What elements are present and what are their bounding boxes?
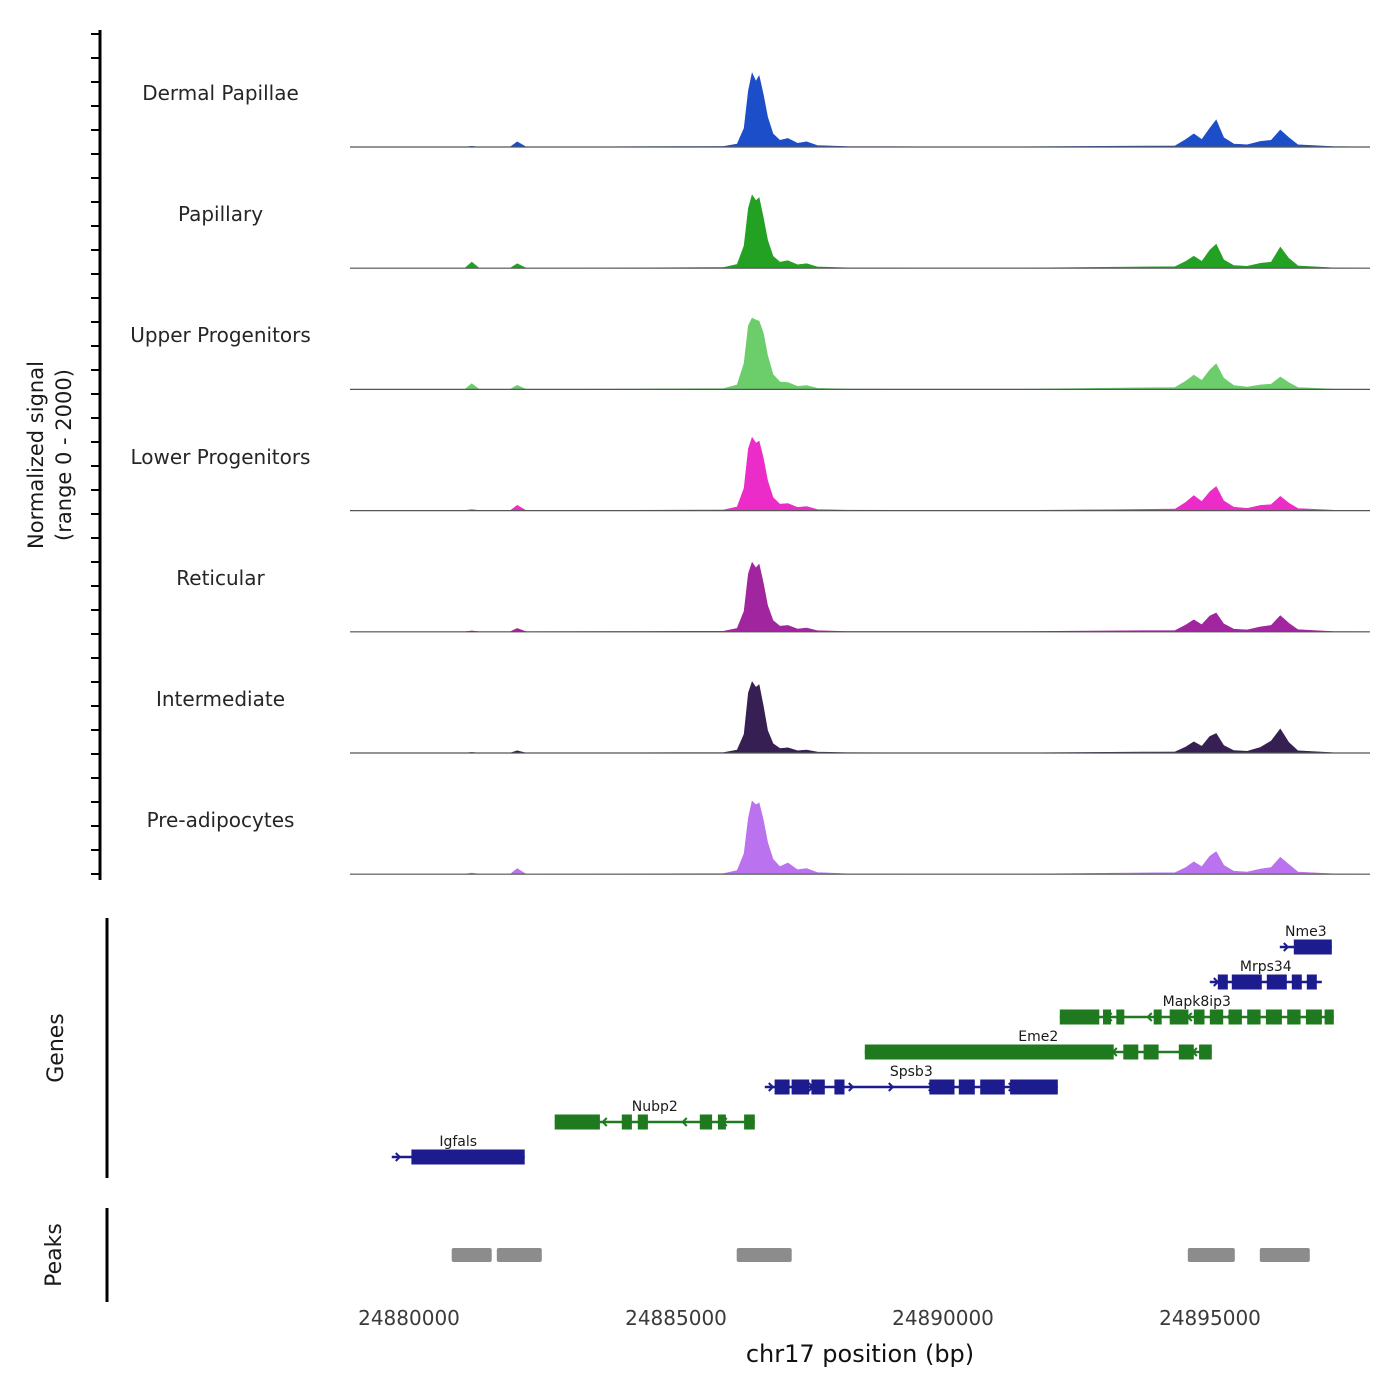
gene-label-Igfals: Igfals: [439, 1134, 477, 1150]
exon-rect-Spsb3: [929, 1079, 955, 1095]
exon-rect-Mapk8ip3: [1209, 1009, 1224, 1025]
gene-label-Eme2: Eme2: [1018, 1029, 1058, 1045]
x-tick-label-24895000: 24895000: [1159, 1306, 1261, 1330]
exon-rect-Mrps34: [1231, 974, 1262, 990]
strand-arrow-icon: [395, 1152, 402, 1162]
exon-rect-Mapk8ip3: [1059, 1009, 1100, 1025]
exon-rect-Mapk8ip3: [1103, 1009, 1111, 1025]
peak-rect-4: [1259, 1248, 1310, 1262]
exon-rect-Eme2: [864, 1044, 1114, 1060]
exon-rect-Mapk8ip3: [1305, 1009, 1322, 1025]
exon-rect-Nme3: [1293, 939, 1332, 955]
exon-rect-Mapk8ip3: [1153, 1009, 1162, 1025]
exon-rect-Spsb3: [1010, 1079, 1058, 1095]
strand-arrow-icon: [848, 1082, 855, 1092]
signal-area-3: [350, 436, 1371, 511]
strand-arrow-icon: [601, 1117, 608, 1127]
exon-rect-Nubp2: [554, 1114, 600, 1130]
strand-arrow-icon: [1146, 1012, 1153, 1022]
track-label-intermediate: Intermediate: [155, 687, 286, 711]
gene-label-Mrps34: Mrps34: [1240, 959, 1292, 975]
track-label-dermal-papillae: Dermal Papillae: [142, 81, 299, 105]
genes-section-label: Genes: [44, 1013, 69, 1083]
exon-rect-Nubp2: [699, 1114, 713, 1130]
track-label-lower-progenitors: Lower Progenitors: [130, 445, 311, 469]
y-axis-label: Normalized signal (range 0 - 2000): [22, 5, 82, 905]
track-label-reticular: Reticular: [176, 566, 265, 590]
y-axis-label-line1: Normalized signal: [24, 361, 48, 549]
y-axis-label-line2: (range 0 - 2000): [52, 369, 77, 541]
signal-area-2: [350, 317, 1371, 390]
exon-rect-Eme2: [1123, 1044, 1139, 1060]
peak-rect-0: [451, 1248, 492, 1262]
exon-rect-Spsb3: [811, 1079, 825, 1095]
exon-rect-Nubp2: [717, 1114, 726, 1130]
exon-rect-Spsb3: [834, 1079, 845, 1095]
exon-rect-Eme2: [1178, 1044, 1194, 1060]
exon-rect-Mapk8ip3: [1324, 1009, 1334, 1025]
strand-arrow-icon: [681, 1117, 688, 1127]
exon-rect-Mrps34: [1217, 974, 1228, 990]
track-label-upper-progenitors: Upper Progenitors: [130, 323, 311, 347]
strand-arrow-icon: [768, 1082, 775, 1092]
signal-area-5: [350, 681, 1371, 754]
strand-arrow-icon: [1213, 977, 1220, 987]
exon-rect-Mapk8ip3: [1228, 1009, 1242, 1025]
track-label-pre-adipocytes: Pre-adipocytes: [146, 808, 295, 832]
signal-area-0: [350, 72, 1371, 148]
exon-rect-Nubp2: [637, 1114, 648, 1130]
exon-rect-Eme2: [1143, 1044, 1159, 1060]
exon-rect-Mrps34: [1291, 974, 1302, 990]
exon-rect-Mrps34: [1266, 974, 1287, 990]
peak-rect-2: [736, 1248, 792, 1262]
signal-area-4: [350, 561, 1371, 633]
exon-rect-Spsb3: [774, 1079, 790, 1095]
exon-rect-Mapk8ip3: [1287, 1009, 1301, 1025]
exon-rect-Mapk8ip3: [1247, 1009, 1261, 1025]
gene-label-Spsb3: Spsb3: [890, 1064, 933, 1080]
exon-rect-Mapk8ip3: [1169, 1009, 1189, 1025]
exon-rect-Eme2: [1199, 1044, 1212, 1060]
exon-rect-Igfals: [411, 1149, 525, 1165]
signal-area-6: [350, 800, 1371, 875]
exon-rect-Spsb3: [958, 1079, 975, 1095]
peak-rect-1: [496, 1248, 542, 1262]
exon-rect-Spsb3: [980, 1079, 1005, 1095]
strand-arrow-icon: [1283, 942, 1290, 952]
exon-rect-Mrps34: [1306, 974, 1317, 990]
exon-rect-Mapk8ip3: [1265, 1009, 1282, 1025]
signal-area-1: [350, 194, 1371, 269]
gene-label-Mapk8ip3: Mapk8ip3: [1163, 994, 1231, 1010]
exon-rect-Mapk8ip3: [1116, 1009, 1125, 1025]
exon-rect-Nubp2: [621, 1114, 632, 1130]
x-tick-label-24890000: 24890000: [892, 1306, 994, 1330]
gene-label-Nubp2: Nubp2: [632, 1099, 678, 1115]
exon-rect-Nubp2: [744, 1114, 755, 1130]
strand-arrow-icon: [888, 1082, 895, 1092]
x-tick-label-24880000: 24880000: [358, 1306, 460, 1330]
gene-label-Nme3: Nme3: [1285, 924, 1327, 940]
x-axis-title: chr17 position (bp): [745, 1340, 975, 1368]
exon-rect-Mapk8ip3: [1193, 1009, 1205, 1025]
peaks-section-label: Peaks: [42, 1223, 67, 1287]
track-label-papillary: Papillary: [177, 202, 264, 226]
peak-rect-3: [1187, 1248, 1235, 1262]
exon-rect-Spsb3: [791, 1079, 810, 1095]
x-tick-label-24885000: 24885000: [625, 1306, 727, 1330]
